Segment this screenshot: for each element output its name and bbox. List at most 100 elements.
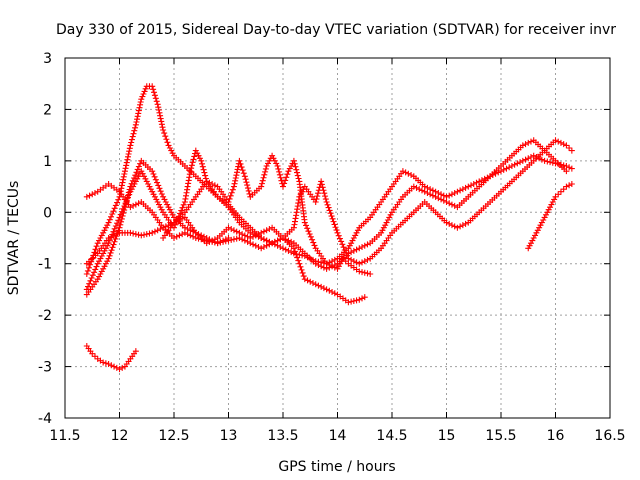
data-point	[126, 145, 133, 152]
data-point	[154, 179, 161, 186]
data-point	[104, 258, 111, 265]
data-point	[284, 171, 291, 178]
data-point	[233, 172, 240, 179]
data-point	[141, 88, 148, 95]
data-point	[100, 229, 107, 236]
y-tick-label: -1	[38, 257, 52, 273]
data-point	[359, 244, 366, 250]
data-point	[544, 209, 551, 216]
data-point	[138, 232, 145, 239]
data-point	[92, 266, 99, 273]
data-point	[119, 179, 126, 186]
data-point	[266, 226, 273, 232]
data-point	[121, 168, 128, 175]
data-point	[290, 245, 297, 252]
data-point	[93, 263, 100, 270]
data-point	[440, 197, 447, 204]
data-point	[105, 219, 112, 226]
data-point	[114, 199, 121, 206]
data-point	[344, 252, 351, 259]
data-point	[443, 193, 450, 200]
data-point	[138, 96, 145, 103]
data-point	[353, 259, 360, 266]
data-point	[563, 163, 570, 169]
x-tick-label: 13	[220, 428, 238, 444]
data-point	[329, 215, 336, 222]
tick-labels: 11.5 12 12.5 13 13.5 14 14.5 15 15.5 16 16.5-4-3-2…	[38, 51, 626, 444]
data-point	[110, 208, 117, 215]
data-point	[121, 207, 128, 214]
data-point	[118, 182, 125, 189]
data-point	[557, 139, 564, 146]
data-point	[211, 182, 218, 189]
data-point	[153, 98, 160, 105]
data-point	[341, 247, 348, 253]
data-point	[418, 187, 425, 194]
data-point	[440, 192, 447, 199]
data-point	[233, 228, 240, 235]
data-point	[255, 244, 262, 250]
data-point	[132, 124, 139, 131]
data-point	[133, 169, 140, 176]
data-point	[97, 271, 104, 277]
data-point	[94, 260, 101, 267]
data-point	[335, 232, 342, 239]
data-point	[331, 221, 338, 228]
data-point	[448, 222, 455, 229]
data-point	[202, 175, 209, 182]
data-point	[158, 206, 165, 213]
data-point	[465, 183, 472, 190]
data-point	[127, 142, 134, 149]
data-point	[424, 184, 431, 191]
data-point	[132, 178, 139, 185]
data-point	[164, 139, 171, 146]
data-point	[530, 235, 537, 241]
x-tick-label: 14	[329, 428, 347, 444]
data-point	[98, 253, 105, 259]
data-point	[89, 350, 96, 357]
data-point	[232, 177, 239, 184]
data-point	[178, 207, 185, 214]
series-track-5	[83, 157, 368, 306]
data-point	[222, 238, 229, 245]
data-point	[136, 104, 143, 111]
data-point	[260, 228, 267, 235]
data-point	[241, 232, 248, 239]
data-point	[140, 91, 147, 97]
data-point	[171, 235, 177, 241]
data-point	[296, 260, 303, 267]
data-point	[247, 229, 254, 236]
data-point	[106, 216, 113, 223]
data-point	[150, 171, 157, 177]
data-point	[274, 163, 281, 169]
data-point	[129, 133, 136, 140]
data-point	[157, 115, 164, 122]
data-point	[323, 286, 330, 293]
data-point	[137, 160, 144, 167]
data-point	[143, 231, 150, 238]
data-point	[266, 157, 273, 164]
data-point	[353, 229, 360, 236]
data-point	[154, 199, 161, 205]
chart-title: Day 330 of 2015, Sidereal Day-to-day VTE…	[56, 22, 616, 38]
data-point	[135, 163, 142, 170]
data-point	[209, 237, 216, 244]
data-point	[146, 230, 153, 237]
data-point	[108, 213, 115, 220]
data-point	[134, 166, 141, 173]
data-point	[529, 237, 536, 244]
data-point	[108, 362, 115, 369]
data-point	[147, 186, 154, 193]
data-point	[126, 186, 133, 193]
data-point	[156, 185, 163, 192]
data-point	[200, 166, 207, 173]
data-point	[303, 222, 310, 229]
data-point	[225, 199, 232, 205]
data-point	[350, 247, 357, 254]
data-point	[94, 276, 101, 283]
data-point	[237, 160, 244, 167]
data-point	[158, 191, 165, 197]
data-point	[112, 202, 119, 209]
data-point	[549, 199, 556, 205]
data-point	[184, 231, 191, 238]
